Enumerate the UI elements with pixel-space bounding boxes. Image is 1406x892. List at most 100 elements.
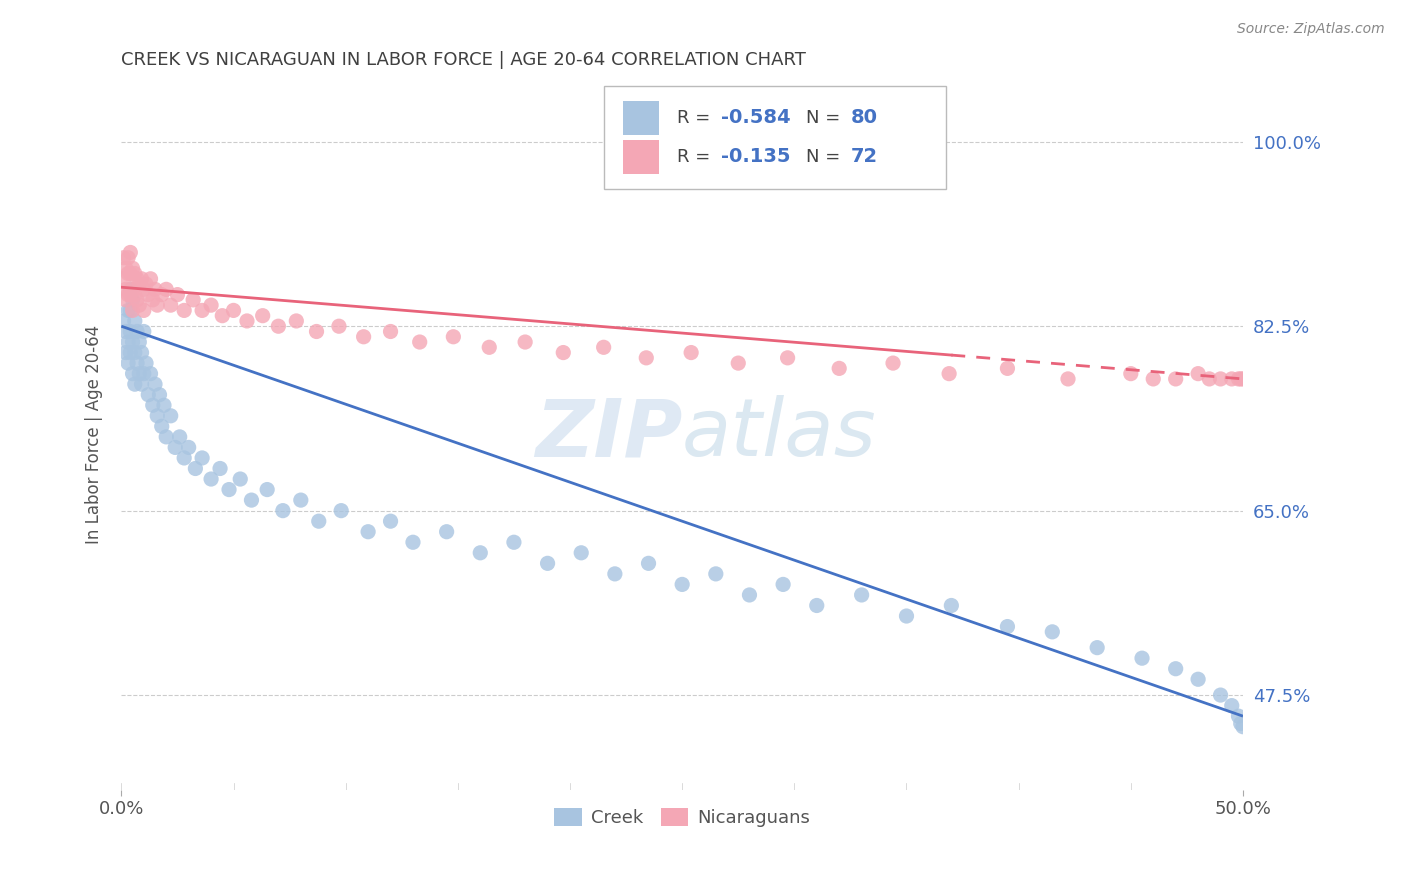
- Point: [121, 303, 143, 318]
- Text: -0.135: -0.135: [721, 147, 792, 166]
- Point: [1057, 372, 1080, 386]
- Point: [146, 409, 169, 423]
- Point: [236, 314, 259, 328]
- Point: [330, 503, 353, 517]
- Point: [1130, 651, 1153, 665]
- Point: [1142, 372, 1164, 386]
- Point: [218, 483, 240, 497]
- Point: [120, 325, 142, 339]
- Point: [211, 309, 233, 323]
- Point: [1209, 372, 1232, 386]
- Point: [115, 293, 138, 307]
- Point: [553, 345, 575, 359]
- Point: [1229, 716, 1251, 731]
- Text: N =: N =: [806, 148, 845, 166]
- Point: [738, 588, 761, 602]
- Point: [380, 514, 402, 528]
- Point: [131, 272, 153, 286]
- Point: [117, 356, 139, 370]
- Point: [941, 599, 963, 613]
- Point: [328, 319, 350, 334]
- Point: [121, 282, 143, 296]
- Point: [120, 282, 142, 296]
- Point: [155, 430, 177, 444]
- Point: [229, 472, 252, 486]
- Point: [671, 577, 693, 591]
- Point: [117, 267, 139, 281]
- Point: [112, 272, 135, 286]
- Point: [828, 361, 851, 376]
- Point: [124, 314, 146, 328]
- Point: [143, 377, 166, 392]
- Point: [806, 599, 828, 613]
- Point: [776, 351, 799, 365]
- Point: [128, 298, 150, 312]
- Point: [181, 293, 204, 307]
- Point: [305, 325, 328, 339]
- Point: [173, 450, 195, 465]
- Point: [139, 272, 162, 286]
- Point: [125, 272, 148, 286]
- Point: [1085, 640, 1108, 655]
- Point: [132, 325, 155, 339]
- Point: [240, 493, 263, 508]
- Point: [159, 298, 181, 312]
- Point: [1229, 372, 1251, 386]
- Point: [117, 303, 139, 318]
- Text: R =: R =: [676, 148, 716, 166]
- Point: [120, 245, 142, 260]
- Text: ZIP: ZIP: [534, 395, 682, 474]
- Point: [115, 345, 138, 359]
- Point: [121, 293, 143, 307]
- Point: [124, 267, 146, 281]
- Point: [569, 546, 592, 560]
- Point: [117, 287, 139, 301]
- Point: [271, 503, 294, 517]
- Point: [1164, 372, 1187, 386]
- Point: [200, 472, 222, 486]
- Point: [115, 282, 138, 296]
- Point: [603, 566, 626, 581]
- Point: [191, 450, 214, 465]
- Point: [132, 367, 155, 381]
- Point: [592, 340, 614, 354]
- Point: [117, 334, 139, 349]
- Point: [139, 367, 162, 381]
- Point: [125, 325, 148, 339]
- Point: [222, 303, 245, 318]
- Text: atlas: atlas: [682, 395, 877, 474]
- Point: [124, 345, 146, 359]
- Point: [1227, 709, 1250, 723]
- Point: [503, 535, 526, 549]
- Point: [997, 361, 1019, 376]
- Point: [124, 287, 146, 301]
- Point: [704, 566, 727, 581]
- Point: [131, 377, 153, 392]
- Point: [256, 483, 278, 497]
- Point: [200, 298, 222, 312]
- Point: [938, 367, 960, 381]
- Point: [135, 356, 157, 370]
- Point: [120, 345, 142, 359]
- Point: [191, 303, 214, 318]
- Point: [409, 334, 432, 349]
- Point: [112, 314, 135, 328]
- Text: 80: 80: [851, 108, 877, 128]
- Point: [159, 409, 181, 423]
- Point: [1198, 372, 1220, 386]
- Point: [513, 334, 536, 349]
- Point: [132, 282, 155, 296]
- Point: [1119, 367, 1142, 381]
- Point: [124, 377, 146, 392]
- Point: [166, 287, 188, 301]
- Point: [436, 524, 458, 539]
- Point: [121, 334, 143, 349]
- Point: [125, 293, 148, 307]
- Point: [308, 514, 330, 528]
- Text: Source: ZipAtlas.com: Source: ZipAtlas.com: [1237, 22, 1385, 37]
- Point: [128, 277, 150, 291]
- Point: [120, 287, 142, 301]
- Point: [136, 287, 159, 301]
- Point: [896, 609, 918, 624]
- Text: 72: 72: [851, 147, 877, 166]
